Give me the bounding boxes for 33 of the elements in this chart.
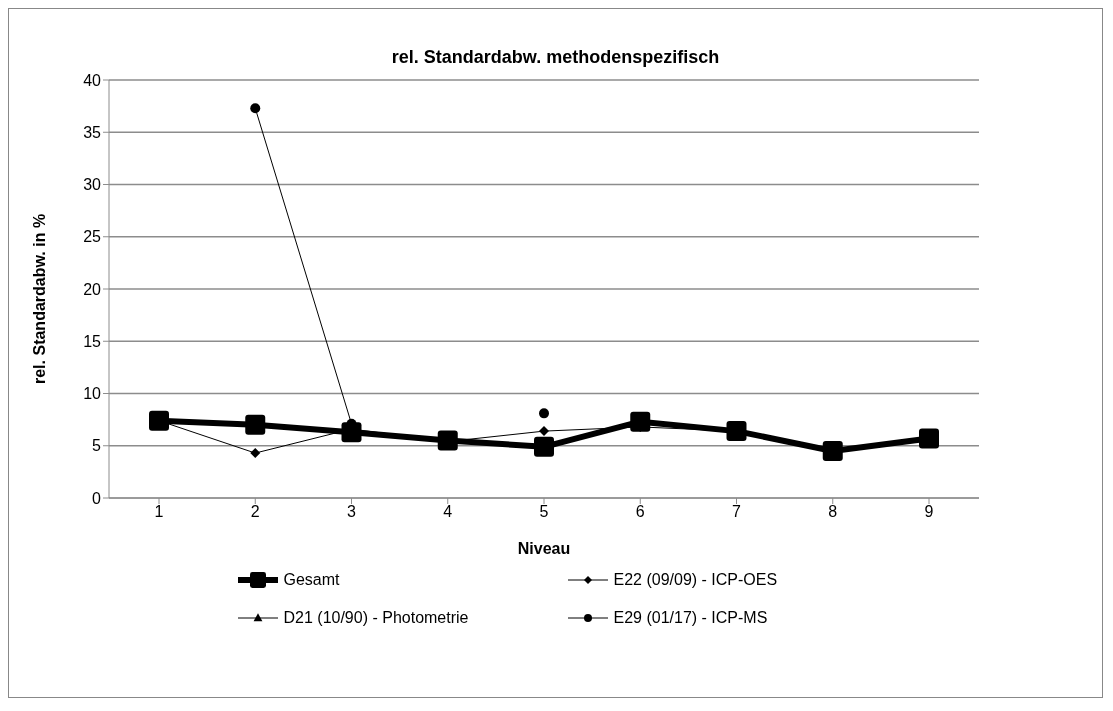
x-axis-title: Niveau bbox=[517, 540, 571, 557]
x-tick-label: 6 bbox=[635, 503, 645, 521]
y-tick-label: 15 bbox=[83, 332, 102, 350]
x-tick-label: 4 bbox=[443, 503, 453, 521]
point bbox=[534, 436, 554, 457]
chart-title: rel. Standardabw. methodenspezifisch bbox=[390, 47, 721, 68]
y-tick-label: 25 bbox=[83, 228, 102, 246]
x-tick-label: 2 bbox=[250, 503, 260, 521]
point bbox=[539, 408, 549, 419]
legend-label: E22 (09/09) - ICP-OES bbox=[613, 571, 778, 589]
y-tick-label: 10 bbox=[83, 385, 102, 403]
y-tick-label: 40 bbox=[83, 71, 102, 89]
x-tick-label: 8 bbox=[828, 503, 838, 521]
x-tick-label: 5 bbox=[539, 503, 549, 521]
point bbox=[245, 414, 266, 435]
legend-label: D21 (10/90) - Photometrie bbox=[283, 609, 469, 627]
point bbox=[822, 440, 843, 461]
y-tick-label: 30 bbox=[83, 176, 102, 194]
y-tick-label: 0 bbox=[92, 489, 102, 507]
point bbox=[250, 103, 261, 114]
legend-label: Gesamt bbox=[283, 571, 340, 589]
y-tick-label: 35 bbox=[83, 123, 102, 141]
y-axis-title: rel. Standardabw. in % bbox=[30, 213, 48, 384]
x-tick-label: 7 bbox=[732, 503, 742, 521]
point bbox=[630, 411, 651, 432]
legend-label: E29 (01/17) - ICP-MS bbox=[613, 609, 768, 627]
x-tick-label: 9 bbox=[924, 503, 934, 521]
point bbox=[539, 426, 549, 437]
x-tick-label: 3 bbox=[347, 503, 357, 521]
x-tick-label: 1 bbox=[154, 503, 164, 521]
y-tick-label: 20 bbox=[83, 280, 102, 298]
y-tick-label: 5 bbox=[92, 437, 102, 455]
point bbox=[250, 448, 261, 459]
